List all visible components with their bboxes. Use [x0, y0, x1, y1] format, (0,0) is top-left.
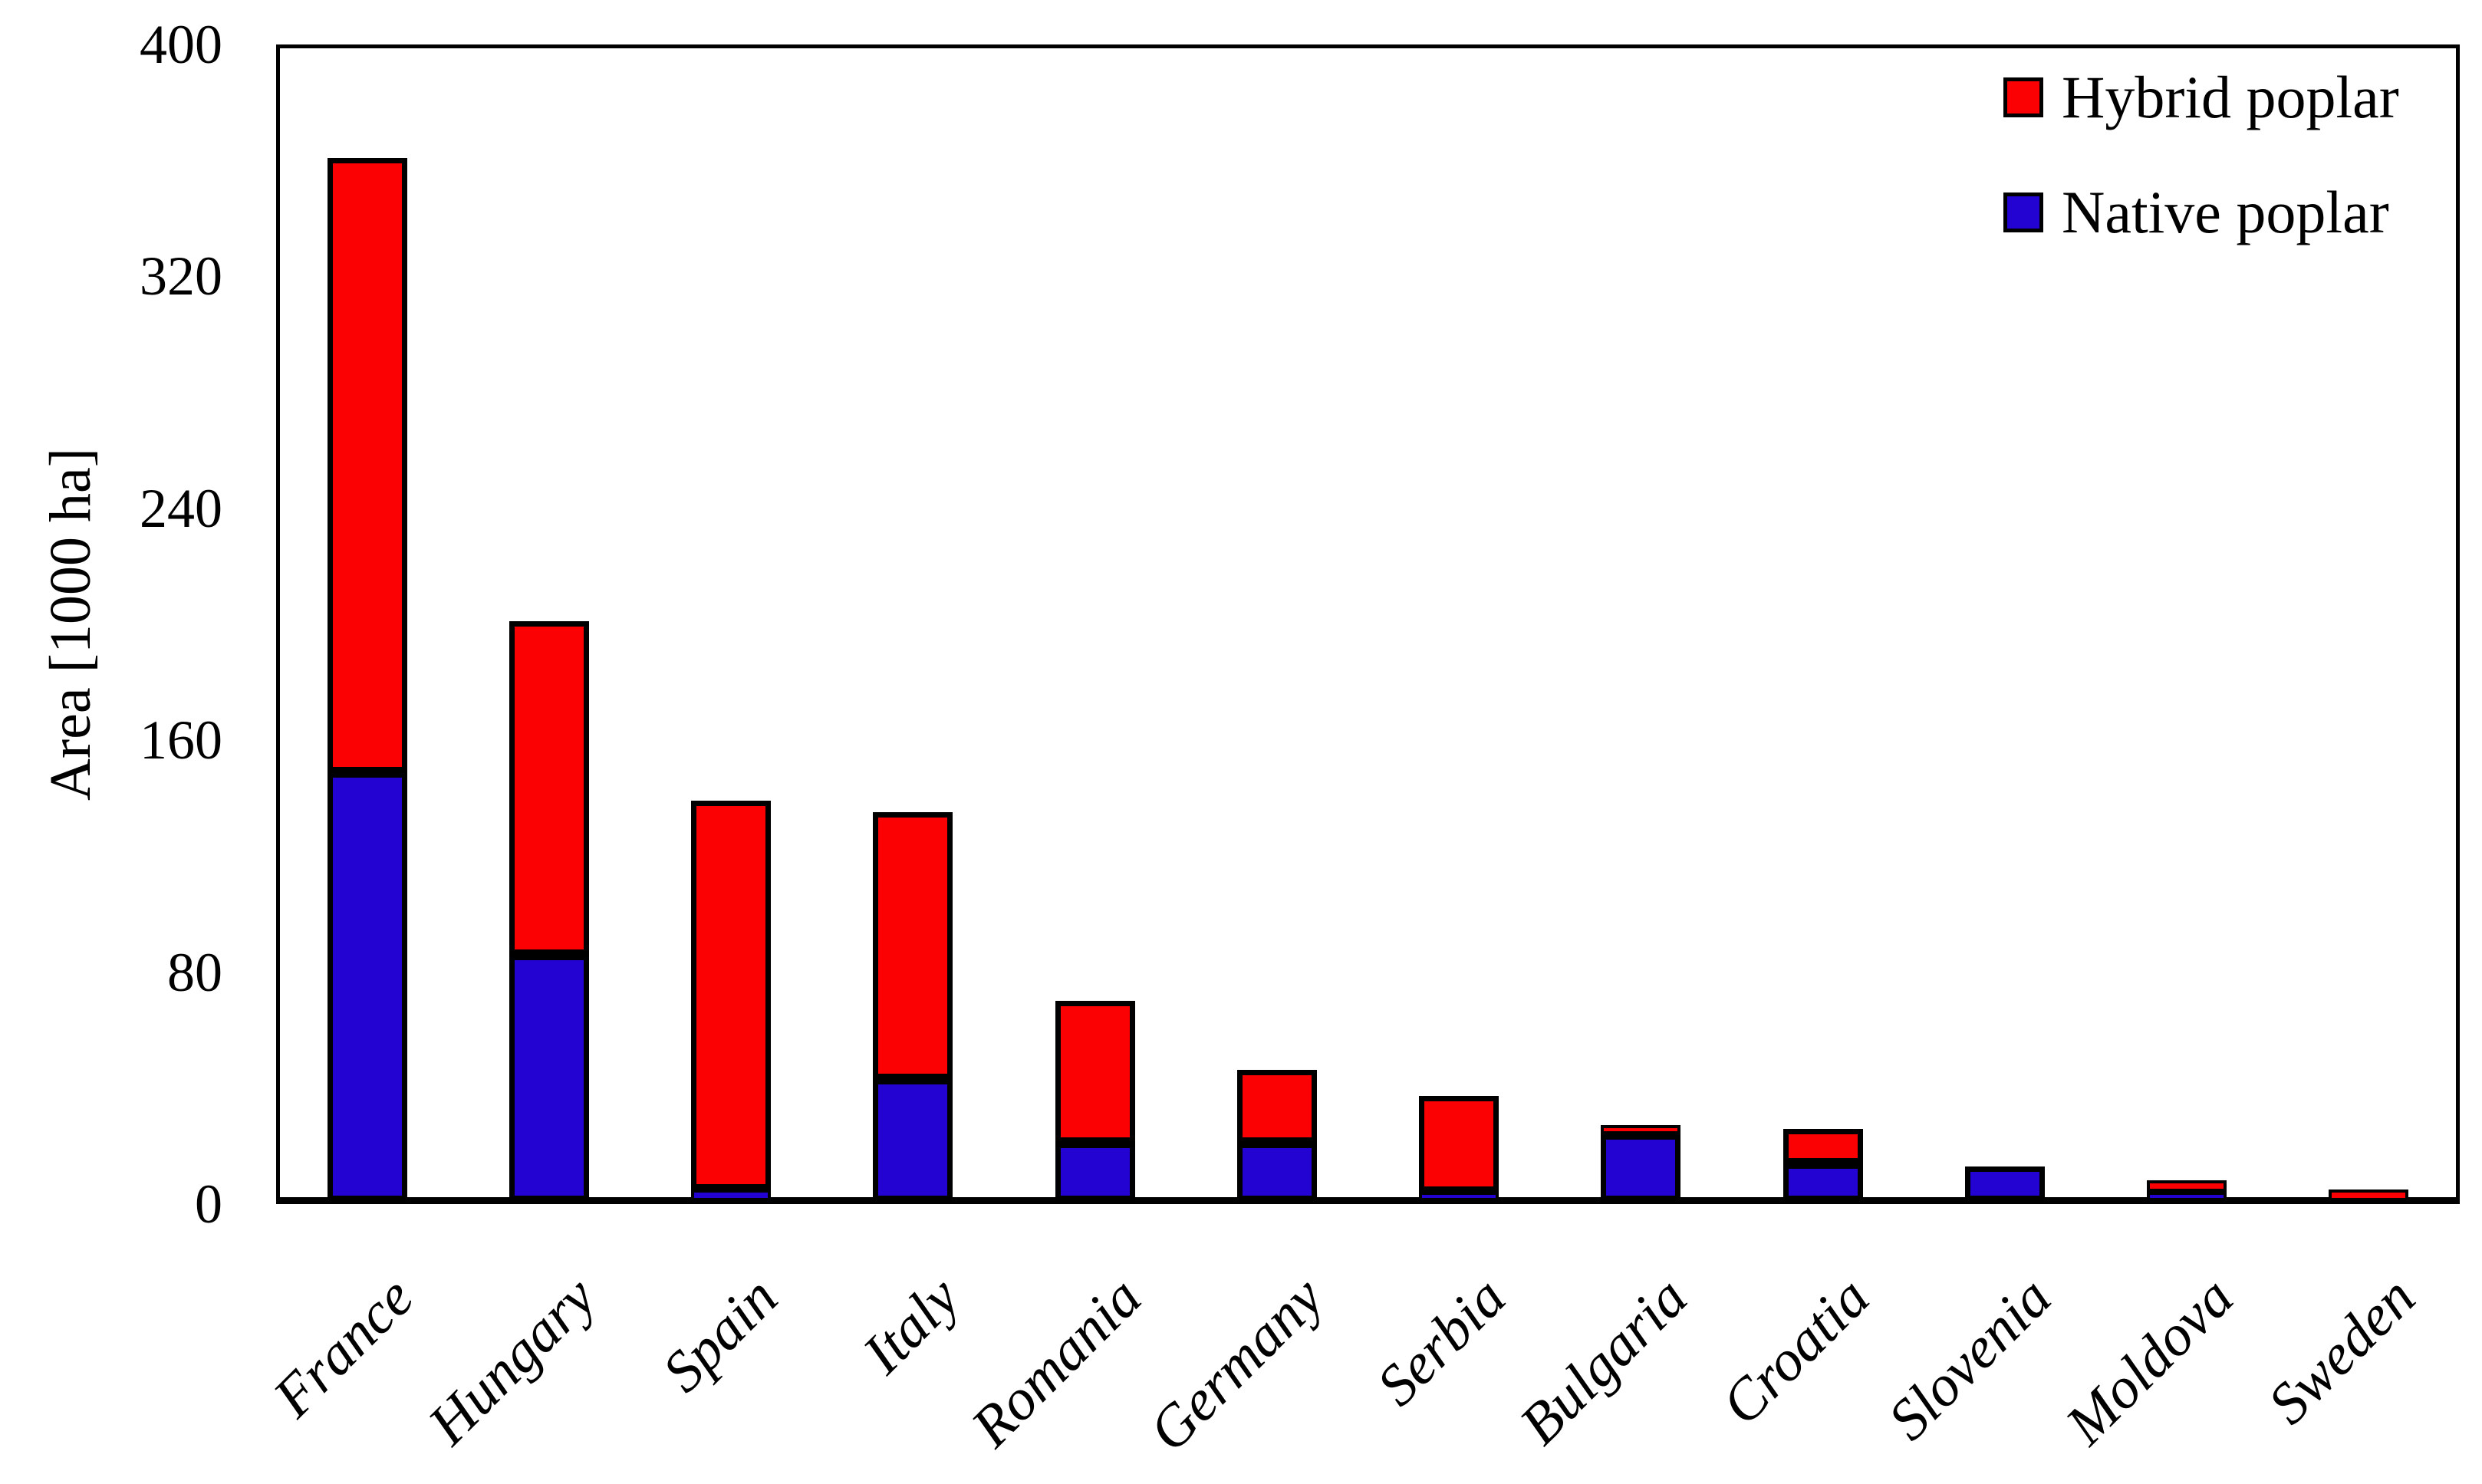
bar-serbia: [1419, 1096, 1499, 1201]
legend-label: Native poplar: [2062, 179, 2389, 245]
xtick-moldova: Moldova: [2053, 1265, 2246, 1457]
xtick-bulgaria: Bulgaria: [1507, 1265, 1700, 1457]
bar-spain: [691, 801, 772, 1201]
ytick-400: 400: [140, 14, 222, 75]
bar-france: [327, 158, 407, 1201]
bar-romania-native-segment: [1055, 1143, 1135, 1201]
bar-moldova-hybrid-segment: [2147, 1180, 2227, 1192]
y-axis-title: Area [1000 ha]: [38, 447, 103, 801]
xtick-romania: Romania: [959, 1265, 1154, 1459]
ytick-0: 0: [195, 1173, 222, 1235]
bar-bulgaria: [1601, 1125, 1681, 1201]
bar-croatia-native-segment: [1782, 1163, 1863, 1201]
bar-sweden: [2329, 1190, 2409, 1201]
bar-spain-hybrid-segment: [691, 801, 772, 1190]
plot-area: [276, 44, 2460, 1204]
bar-romania-hybrid-segment: [1055, 1001, 1135, 1143]
bar-france-native-segment: [327, 772, 407, 1201]
bar-germany-native-segment: [1236, 1143, 1317, 1201]
xtick-spain: Spain: [650, 1265, 790, 1404]
ytick-240: 240: [140, 477, 222, 539]
bar-romania: [1055, 1001, 1135, 1201]
ytick-320: 320: [140, 245, 222, 308]
xtick-hungary: Hungary: [415, 1265, 608, 1457]
bar-slovenia: [1964, 1166, 2045, 1201]
legend-item-hybrid-poplar: Hybrid poplar: [2003, 59, 2399, 136]
bar-moldova: [2147, 1180, 2227, 1201]
bar-italy: [873, 812, 953, 1201]
bar-spain-native-segment: [691, 1190, 772, 1201]
bar-serbia-native-segment: [1419, 1192, 1499, 1201]
bar-croatia-hybrid-segment: [1782, 1129, 1863, 1163]
bar-germany-hybrid-segment: [1236, 1070, 1317, 1143]
bar-serbia-hybrid-segment: [1419, 1096, 1499, 1192]
bar-italy-native-segment: [873, 1079, 953, 1201]
legend-swatch-icon: [2003, 77, 2043, 117]
bar-italy-hybrid-segment: [873, 812, 953, 1079]
bar-hungary-native-segment: [509, 955, 589, 1201]
bar-slovenia-native-segment: [1964, 1166, 2045, 1201]
legend-label: Hybrid poplar: [2062, 64, 2399, 130]
xtick-france: France: [261, 1265, 426, 1430]
bar-moldova-native-segment: [2147, 1192, 2227, 1201]
ytick-160: 160: [140, 709, 222, 772]
bar-germany: [1236, 1070, 1317, 1201]
xtick-slovenia: Slovenia: [1875, 1265, 2064, 1453]
xtick-germany: Germany: [1137, 1265, 1336, 1464]
xtick-sweden: Sweden: [2256, 1265, 2428, 1436]
bar-france-hybrid-segment: [327, 158, 407, 772]
xtick-italy: Italy: [851, 1265, 972, 1387]
legend-item-native-poplar: Native poplar: [2003, 174, 2389, 251]
bar-hungary-hybrid-segment: [509, 621, 589, 955]
xtick-croatia: Croatia: [1709, 1265, 1882, 1437]
bar-hungary: [509, 621, 589, 1201]
bar-bulgaria-hybrid-segment: [1601, 1125, 1681, 1134]
ytick-80: 80: [167, 941, 222, 1003]
bar-croatia: [1782, 1129, 1863, 1201]
bar-sweden-hybrid-segment: [2329, 1190, 2409, 1201]
xtick-serbia: Serbia: [1364, 1265, 1518, 1418]
bar-bulgaria-native-segment: [1601, 1134, 1681, 1201]
legend-swatch-icon: [2003, 192, 2043, 232]
